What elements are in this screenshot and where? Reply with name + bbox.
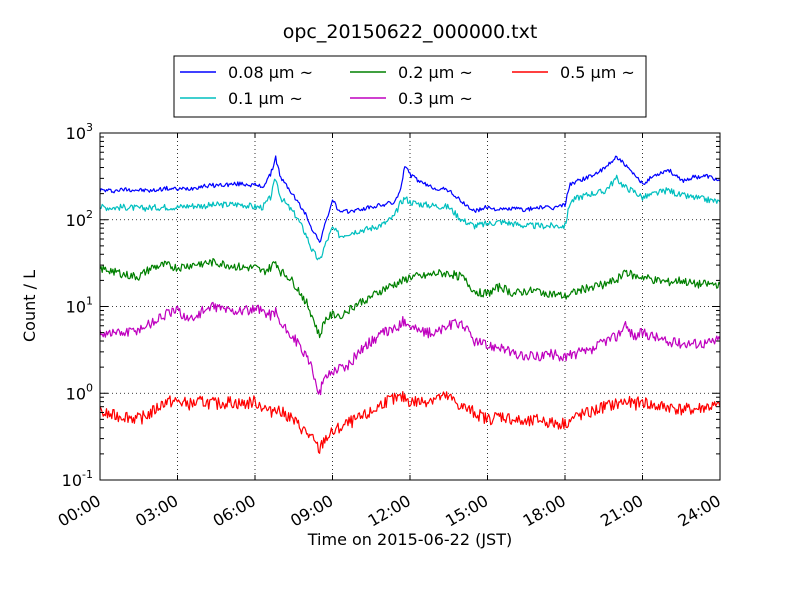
legend-frame [173, 55, 647, 118]
chart-title: opc_20150622_000000.txt [283, 21, 538, 43]
legend: 0.08 µm ~ 0.1 µm ~ 0.2 µm ~ 0.3 µm ~ 0.5 µm … [173, 55, 647, 118]
y-tick-label: 100 [66, 381, 93, 403]
grid [100, 133, 720, 480]
x-tick-label: 06:00 [210, 491, 259, 531]
axis-ticks [99, 132, 721, 481]
y-tick-label: 103 [66, 121, 93, 143]
legend-label-2: 0.2 µm ~ [398, 63, 473, 82]
legend-label-0: 0.08 µm ~ [228, 63, 313, 82]
legend-label-4: 0.5 µm ~ [560, 63, 635, 82]
x-tick-label: 15:00 [442, 491, 491, 531]
y-tick-labels: 10-1 100 101 102 103 [62, 121, 93, 490]
x-tick-label: 00:00 [55, 491, 104, 531]
series-lines [99, 155, 721, 454]
x-tick-label: 09:00 [287, 491, 336, 531]
y-axis-label: Count / L [20, 270, 39, 342]
series-line-1 [99, 174, 721, 261]
x-tick-label: 21:00 [597, 491, 646, 531]
legend-label-1: 0.1 µm ~ [228, 89, 303, 108]
series-line-0 [99, 155, 721, 243]
series-line-4 [99, 391, 721, 454]
x-tick-labels: 00:00 03:00 06:00 09:00 12:00 15:00 18:00 21:00… [55, 491, 724, 531]
series-line-3 [99, 301, 721, 396]
x-axis-label: Time on 2015-06-22 (JST) [307, 530, 512, 549]
y-tick-label: 102 [66, 208, 93, 230]
x-tick-label: 12:00 [365, 491, 414, 531]
x-tick-label: 18:00 [520, 491, 569, 531]
y-tick-label: 10-1 [62, 468, 93, 490]
series-line-2 [99, 258, 721, 339]
x-tick-label: 03:00 [132, 491, 181, 531]
x-tick-label: 24:00 [675, 491, 724, 531]
legend-label-3: 0.3 µm ~ [398, 89, 473, 108]
y-tick-label: 101 [66, 295, 93, 317]
